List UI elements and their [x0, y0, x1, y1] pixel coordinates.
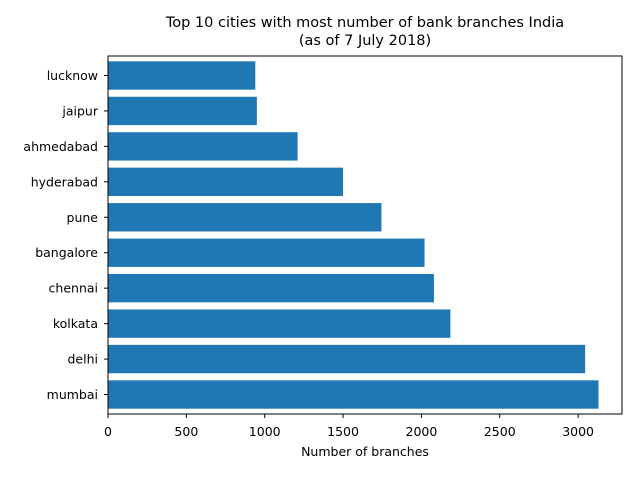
y-tick-label: mumbai — [47, 387, 98, 402]
x-tick-label: 3000 — [562, 424, 594, 439]
x-tick-labels: 0 500 1000 1500 2000 2500 3000 — [104, 414, 594, 439]
y-tick-label: lucknow — [47, 68, 98, 83]
chart-title: Top 10 cities with most number of bank b… — [165, 15, 564, 31]
bar-delhi — [108, 344, 586, 374]
bar-kolkata — [108, 309, 451, 338]
x-tick-label: 500 — [174, 424, 198, 439]
bar-bangalore — [108, 238, 425, 267]
bar-lucknow — [108, 61, 256, 90]
bar-mumbai — [108, 380, 599, 409]
bar-chennai — [108, 273, 434, 303]
y-tick-labels: mumbai delhi kolkata chennai bangalore pune hy… — [23, 68, 108, 402]
plot-frame — [107, 55, 623, 415]
y-tick-label: hyderabad — [31, 174, 98, 189]
y-tick-label: delhi — [68, 352, 99, 367]
x-tick-label: 2500 — [484, 424, 516, 439]
y-tick-label: pune — [67, 210, 99, 225]
bar-jaipur — [108, 96, 257, 126]
y-tick-label: jaipur — [61, 103, 98, 118]
x-tick-label: 0 — [104, 424, 112, 439]
y-tick-label: bangalore — [35, 245, 98, 260]
x-tick-label: 1000 — [249, 424, 281, 439]
x-tick-label: 2000 — [406, 424, 438, 439]
bar-pune — [108, 203, 382, 232]
y-tick-label: chennai — [49, 281, 98, 296]
bars-group — [108, 61, 599, 409]
x-axis-label: Number of branches — [301, 444, 429, 459]
bar-hyderabad — [108, 167, 344, 197]
y-tick-label: kolkata — [53, 316, 98, 331]
bar-ahmedabad — [108, 132, 298, 161]
chart-subtitle: (as of 7 July 2018) — [299, 33, 431, 49]
x-tick-label: 1500 — [327, 424, 359, 439]
y-tick-label: ahmedabad — [23, 139, 98, 154]
